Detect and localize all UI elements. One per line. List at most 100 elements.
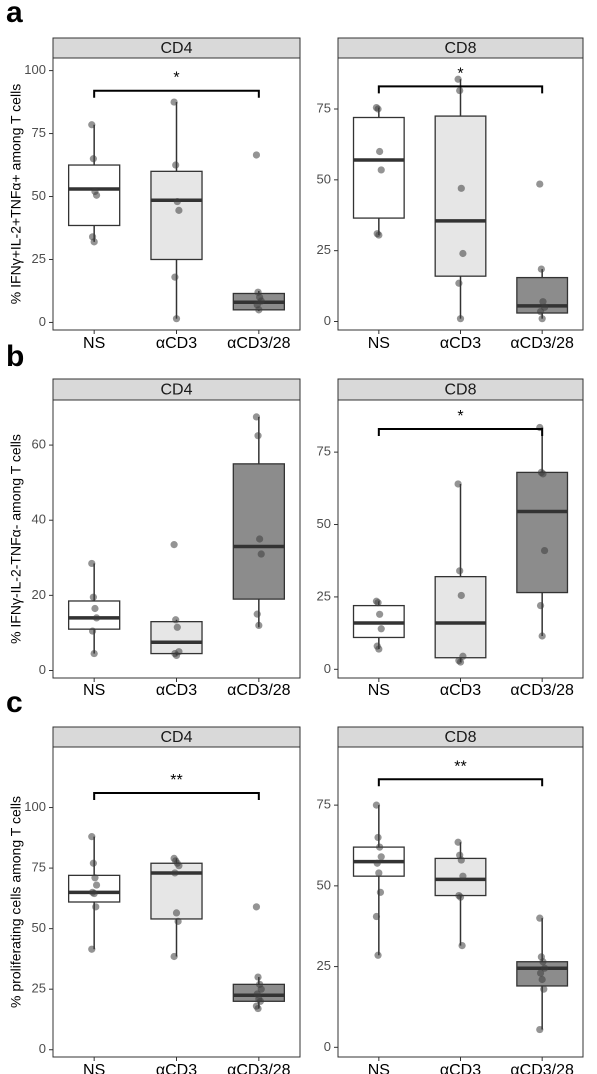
y-axis-label: % IFNγ-IL-2-TNFα- among T cells xyxy=(8,434,24,644)
chart-a-cd4: CD4 0 25 50 75 100 NS αCD3 αCD3/28 * xyxy=(24,37,301,352)
data-point xyxy=(374,951,382,959)
significance-bracket xyxy=(377,427,544,436)
x-tick-label: NS xyxy=(368,682,390,699)
data-point xyxy=(171,869,179,877)
y-tick-label: 25 xyxy=(32,251,46,266)
data-point xyxy=(375,231,383,239)
data-point xyxy=(374,599,382,607)
significance-label: ** xyxy=(454,758,466,775)
box xyxy=(232,463,286,600)
data-point xyxy=(252,151,261,159)
data-point xyxy=(456,86,464,95)
box xyxy=(150,170,203,261)
data-point xyxy=(536,307,545,316)
y-axis-label: % proliferating cells among T cells xyxy=(8,796,24,1008)
data-point xyxy=(256,535,264,543)
data-point xyxy=(88,945,96,953)
y-tick-label: 0 xyxy=(39,662,46,677)
y-tick-label: 25 xyxy=(317,242,331,257)
significance-bracket xyxy=(377,85,544,94)
x-tick-label: NS xyxy=(83,1062,105,1074)
panel-letter: c xyxy=(6,686,23,719)
chart-b-cd4: CD4 0 20 40 60 NS αCD3 αCD3/28 xyxy=(32,378,301,699)
data-point xyxy=(538,632,546,640)
facet-title: CD8 xyxy=(444,40,476,57)
data-point xyxy=(537,265,545,273)
data-point xyxy=(374,105,382,113)
data-point xyxy=(254,1004,262,1013)
data-point xyxy=(540,546,549,555)
x-tick-label: NS xyxy=(83,335,105,352)
y-axis-label: % IFNγ+IL-2+TNFα+ among T cells xyxy=(8,84,24,304)
data-point xyxy=(171,273,179,281)
x-tick-label: αCD3 xyxy=(156,335,197,352)
x-tick-label: NS xyxy=(83,682,105,699)
data-point xyxy=(456,658,465,666)
y-tick-label: 25 xyxy=(317,958,331,973)
data-point xyxy=(377,166,385,174)
data-point xyxy=(375,645,383,653)
data-point xyxy=(170,541,178,549)
y-tick-label: 50 xyxy=(32,188,46,203)
y-tick-label: 75 xyxy=(317,797,331,812)
x-tick-label: αCD3/28 xyxy=(227,335,291,352)
significance-bracket xyxy=(93,89,260,98)
data-point xyxy=(172,161,180,169)
data-point xyxy=(376,843,384,851)
data-point xyxy=(538,975,546,984)
data-point xyxy=(170,98,178,106)
data-point xyxy=(377,853,385,861)
data-point xyxy=(540,985,548,993)
data-point xyxy=(454,838,462,846)
data-point xyxy=(172,315,181,323)
box xyxy=(434,575,487,659)
y-tick-label: 50 xyxy=(32,920,46,935)
chart-c-cd8: CD8 0 25 50 75 NS αCD3 αCD3/28 ** xyxy=(317,726,584,1074)
data-point xyxy=(91,874,99,882)
y-tick-label: 75 xyxy=(32,860,46,875)
data-point xyxy=(536,602,545,610)
data-point xyxy=(89,155,97,163)
data-point xyxy=(536,180,544,188)
y-tick-label: 25 xyxy=(32,981,46,996)
data-point xyxy=(375,869,383,877)
data-point xyxy=(458,941,466,950)
x-tick-label: NS xyxy=(368,335,390,352)
data-point xyxy=(538,315,546,323)
data-point xyxy=(372,912,381,921)
data-point xyxy=(175,862,183,870)
y-tick-label: 75 xyxy=(32,125,46,140)
data-point xyxy=(174,917,182,925)
data-point xyxy=(459,872,467,880)
y-tick-label: 25 xyxy=(317,588,331,603)
x-tick-label: αCD3/28 xyxy=(510,335,574,352)
y-tick-label: 0 xyxy=(39,314,46,329)
data-point xyxy=(459,249,467,258)
data-point xyxy=(90,889,98,898)
x-tick-label: αCD3 xyxy=(156,682,197,699)
data-point xyxy=(252,413,261,421)
data-point xyxy=(540,964,549,972)
data-point xyxy=(456,893,465,901)
data-point xyxy=(373,859,381,867)
x-tick-label: αCD3 xyxy=(440,1062,481,1074)
data-point xyxy=(172,909,181,917)
significance-label: * xyxy=(173,70,179,87)
x-tick-label: αCD3/28 xyxy=(510,682,574,699)
y-tick-label: 0 xyxy=(324,661,331,676)
data-point xyxy=(454,75,462,83)
data-point xyxy=(536,969,545,977)
y-tick-label: 50 xyxy=(317,516,331,531)
data-point xyxy=(256,997,265,1005)
facet-title: CD8 xyxy=(444,729,476,746)
y-tick-label: 0 xyxy=(39,1041,46,1056)
y-tick-label: 60 xyxy=(32,437,46,452)
data-point xyxy=(376,888,385,896)
data-point xyxy=(372,801,381,809)
data-point xyxy=(90,238,98,246)
data-point xyxy=(255,306,263,314)
chart-c-cd4: CD4 0 25 50 75 100 NS αCD3 αCD3/28 ** xyxy=(24,726,301,1074)
data-point xyxy=(456,315,465,323)
data-point xyxy=(92,614,101,622)
data-point xyxy=(88,627,97,635)
